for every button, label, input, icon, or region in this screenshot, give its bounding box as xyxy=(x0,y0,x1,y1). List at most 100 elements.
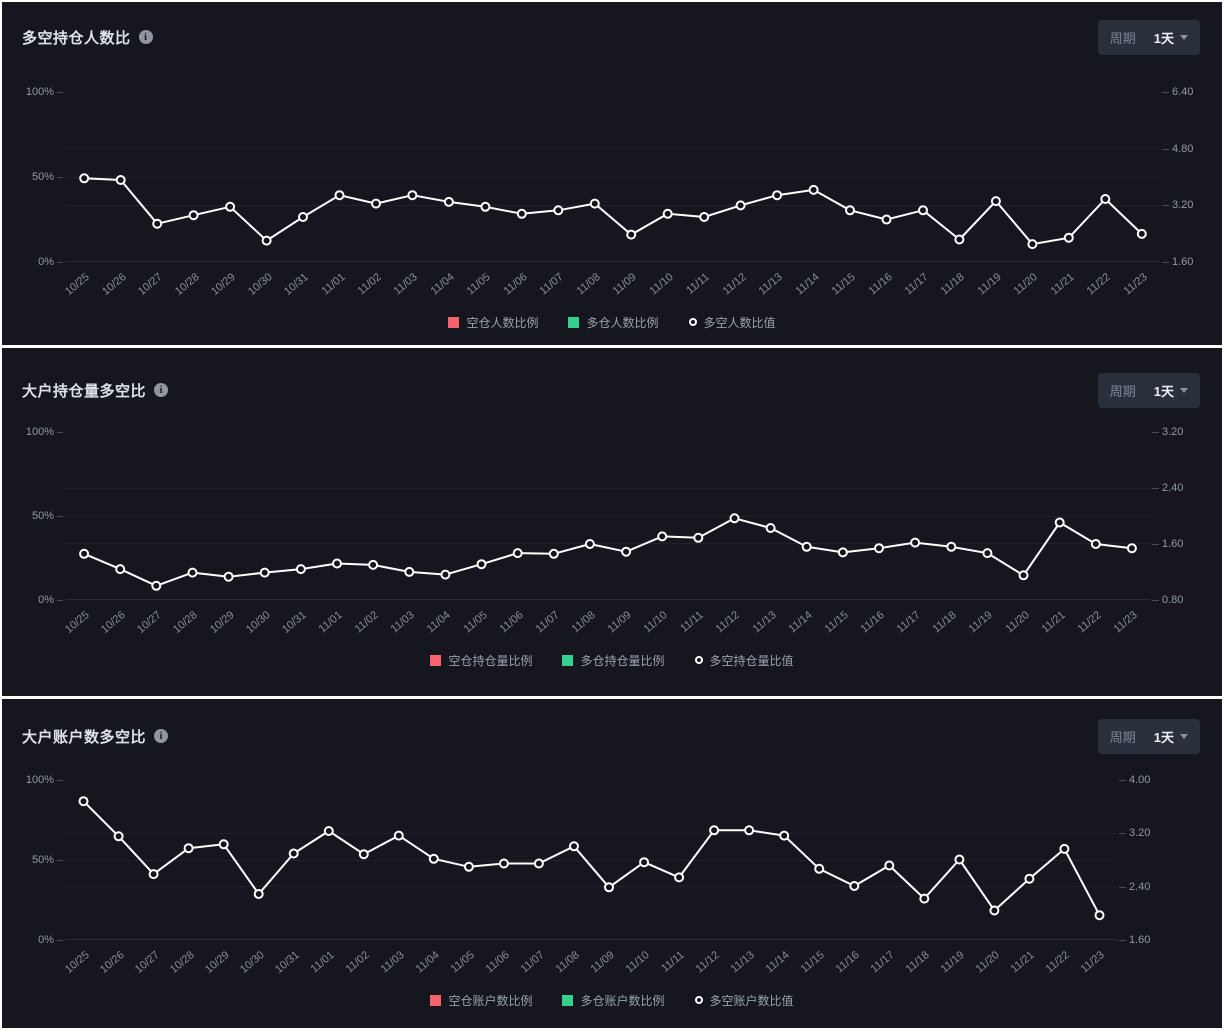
x-axis-tick-label: 11/06 xyxy=(497,609,526,636)
right-axis: 4.00 3.20 2.40 1.60 xyxy=(1117,774,1222,946)
x-axis-tick-label: 10/26 xyxy=(97,949,127,976)
x-axis-tick-label: 11/18 xyxy=(930,609,959,636)
x-axis-tick-label: 11/04 xyxy=(428,271,457,298)
x-axis-tick-label: 10/27 xyxy=(132,949,162,976)
x-axis-tick-label: 11/10 xyxy=(623,949,652,976)
x-axis-tick-label: 11/15 xyxy=(822,609,851,636)
x-axis-tick-label: 11/18 xyxy=(903,949,933,976)
legend-item-ratio[interactable]: 多空人数比值 xyxy=(688,314,776,331)
x-axis-tick-label: 11/03 xyxy=(391,271,421,298)
x-axis-tick-label: 11/08 xyxy=(569,609,598,636)
x-axis-tick-label: 11/11 xyxy=(659,949,687,975)
left-axis: 100% 50% 0% xyxy=(2,426,66,606)
x-axis-tick-label: 10/30 xyxy=(237,949,267,976)
x-axis-tick-label: 11/12 xyxy=(713,609,743,636)
gridline xyxy=(66,176,1160,178)
x-axis-tick-label: 11/22 xyxy=(1084,271,1114,298)
info-icon[interactable] xyxy=(154,729,169,743)
x-axis-tick-label: 11/07 xyxy=(518,949,547,976)
period-selector[interactable]: 周期 1天 xyxy=(1097,718,1200,754)
left-axis-tick-label: 50% xyxy=(31,510,64,522)
legend-label: 多仓账户数比例 xyxy=(580,993,665,1008)
right-axis-tick-label: 2.40 xyxy=(1151,481,1184,494)
x-axis-tick-label: 11/01 xyxy=(316,609,345,636)
x-axis-tick-label: 10/25 xyxy=(62,949,92,976)
x-axis-tick-label: 11/05 xyxy=(464,271,494,298)
info-icon[interactable] xyxy=(154,383,169,397)
gridline xyxy=(66,148,1160,150)
x-axis-tick-label: 11/09 xyxy=(610,271,639,298)
legend-item-long[interactable]: 多仓人数比例 xyxy=(568,314,659,331)
legend: 空仓持仓量比例 多仓持仓量比例 多空持仓量比值 xyxy=(2,646,1222,674)
left-axis-tick-label: 0% xyxy=(38,594,63,606)
left-axis-tick-label: 100% xyxy=(25,86,64,98)
legend: 空仓人数比例 多仓人数比例 多空人数比值 xyxy=(2,308,1222,336)
short-swatch-icon xyxy=(430,994,442,1006)
x-axis-tick-label: 11/10 xyxy=(647,271,676,298)
x-axis-tick-label: 11/09 xyxy=(588,949,617,976)
long-swatch-icon xyxy=(562,654,574,666)
x-axis-tick-label: 11/14 xyxy=(793,271,822,298)
legend-item-short[interactable]: 空仓人数比例 xyxy=(448,314,538,331)
right-axis-tick-label: 1.60 xyxy=(1151,537,1184,550)
x-axis-tick-label: 10/31 xyxy=(272,949,302,976)
x-axis-tick-label: 11/14 xyxy=(763,949,792,976)
x-axis-tick-label: 10/28 xyxy=(172,271,202,298)
legend-item-long[interactable]: 多仓账户数比例 xyxy=(562,992,665,1009)
x-axis-tick-label: 11/03 xyxy=(378,949,407,976)
x-axis-tick-label: 11/19 xyxy=(975,271,1004,298)
info-icon[interactable] xyxy=(138,30,153,44)
legend-label: 空仓人数比例 xyxy=(466,315,539,330)
plot-area xyxy=(66,432,1150,600)
chevron-down-icon xyxy=(1180,34,1188,40)
legend-label: 多空人数比值 xyxy=(703,315,776,330)
legend-item-ratio[interactable]: 多空账户数比值 xyxy=(694,992,794,1009)
x-axis-tick-label: 11/15 xyxy=(798,949,827,976)
x-axis-tick-label: 10/26 xyxy=(99,271,129,298)
period-selector[interactable]: 周期 1天 xyxy=(1097,19,1200,55)
panel-header: 多空持仓人数比 周期 1天 xyxy=(2,19,1222,55)
right-axis-tick-label: 0.80 xyxy=(1151,593,1184,606)
x-axis-tick-label: 11/02 xyxy=(355,271,384,298)
plot-area xyxy=(66,780,1117,940)
legend-item-long[interactable]: 多仓持仓量比例 xyxy=(562,652,665,669)
gridline xyxy=(66,515,1150,517)
legend-label: 多仓持仓量比例 xyxy=(580,653,665,668)
ratio-circle-icon xyxy=(694,656,703,664)
x-axis-tick-label: 11/20 xyxy=(973,949,1003,976)
x-axis-tick-label: 10/25 xyxy=(62,609,92,636)
x-axis-tick-label: 10/25 xyxy=(63,271,92,298)
panel-header: 大户持仓量多空比 周期 1天 xyxy=(2,372,1222,408)
period-selector[interactable]: 周期 1天 xyxy=(1097,372,1200,408)
x-axis-tick-label: 10/30 xyxy=(245,271,275,298)
plot-area xyxy=(66,92,1160,262)
x-axis-tick-label: 11/03 xyxy=(388,609,417,636)
x-axis-tick-label: 11/17 xyxy=(868,949,897,976)
x-axis-tick-label: 11/09 xyxy=(605,609,634,636)
chart-title: 大户持仓量多空比 xyxy=(22,382,147,400)
long-swatch-icon xyxy=(562,994,574,1006)
x-axis-tick-label: 11/06 xyxy=(501,271,530,298)
legend-item-ratio[interactable]: 多空持仓量比值 xyxy=(694,652,794,669)
x-axis-tick-label: 11/04 xyxy=(424,609,454,636)
x-axis-tick-label: 11/11 xyxy=(684,271,712,297)
left-axis-tick-label: 100% xyxy=(25,774,64,786)
x-axis-tick-label: 11/13 xyxy=(756,271,785,298)
x-axis-tick-label: 11/17 xyxy=(902,271,931,298)
x-axis-tick-label: 11/01 xyxy=(308,949,337,976)
x-axis-tick-label: 11/20 xyxy=(1011,271,1041,298)
x-axis-tick-label: 10/27 xyxy=(136,271,165,298)
ratio-circle-icon xyxy=(688,318,697,326)
right-axis-tick-label: 1.60 xyxy=(1118,933,1151,946)
x-axis-tick-label: 11/06 xyxy=(483,949,512,976)
right-axis-tick-label: 4.80 xyxy=(1161,142,1194,155)
x-axis-labels: 10/25 10/26 10/27 10/28 10/29 10/30 10/31 11/01… xyxy=(62,600,1150,646)
left-axis-tick-label: 100% xyxy=(25,426,64,438)
x-axis-tick-label: 11/12 xyxy=(693,949,722,976)
long-swatch-icon xyxy=(568,316,580,328)
x-axis-tick-label: 11/14 xyxy=(786,609,815,636)
legend-item-short[interactable]: 空仓账户数比例 xyxy=(430,992,532,1009)
x-axis-tick-label: 11/23 xyxy=(1079,949,1108,976)
x-axis-tick-label: 11/16 xyxy=(858,609,887,636)
legend-item-short[interactable]: 空仓持仓量比例 xyxy=(430,652,532,669)
